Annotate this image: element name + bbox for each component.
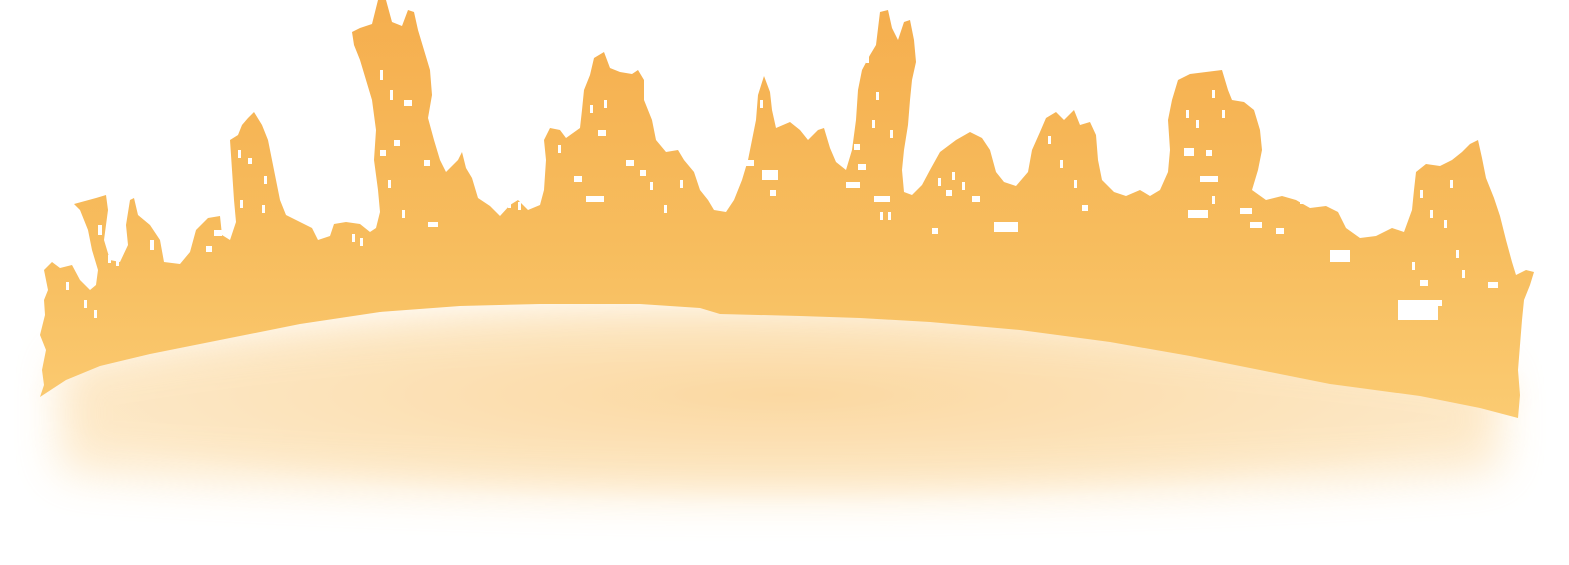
- skyline-silhouette: [40, 0, 1534, 418]
- ground-glow-blur: [60, 308, 1500, 495]
- window-cutouts: [66, 55, 1498, 320]
